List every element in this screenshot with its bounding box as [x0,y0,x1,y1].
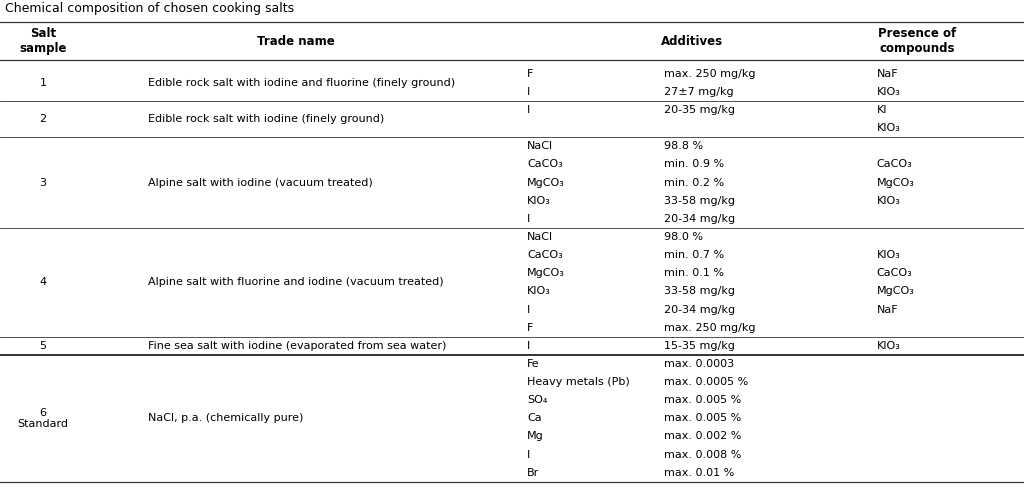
Text: NaCl: NaCl [527,141,554,151]
Text: Additives: Additives [660,34,723,48]
Text: min. 0.1 %: min. 0.1 % [664,268,724,278]
Text: I: I [527,105,530,115]
Text: max. 250 mg/kg: max. 250 mg/kg [664,69,755,79]
Text: I: I [527,450,530,460]
Text: Presence of
compounds: Presence of compounds [879,27,956,55]
Text: Trade name: Trade name [257,34,334,48]
Text: KIO₃: KIO₃ [877,87,900,97]
Text: 20-34 mg/kg: 20-34 mg/kg [664,214,734,224]
Text: Heavy metals (Pb): Heavy metals (Pb) [527,377,630,387]
Text: 27±7 mg/kg: 27±7 mg/kg [664,87,733,97]
Text: max. 0.008 %: max. 0.008 % [664,450,741,460]
Text: 98.0 %: 98.0 % [664,232,702,242]
Text: Edible rock salt with iodine and fluorine (finely ground): Edible rock salt with iodine and fluorin… [148,78,456,88]
Text: Edible rock salt with iodine (finely ground): Edible rock salt with iodine (finely gro… [148,114,385,124]
Text: KIO₃: KIO₃ [527,286,551,296]
Text: 20-34 mg/kg: 20-34 mg/kg [664,305,734,315]
Text: F: F [527,69,534,79]
Text: Alpine salt with iodine (vacuum treated): Alpine salt with iodine (vacuum treated) [148,177,373,187]
Text: min. 0.9 %: min. 0.9 % [664,160,724,169]
Text: Salt
sample: Salt sample [19,27,67,55]
Text: max. 0.01 %: max. 0.01 % [664,468,734,478]
Text: Fine sea salt with iodine (evaporated from sea water): Fine sea salt with iodine (evaporated fr… [148,341,446,351]
Text: F: F [527,323,534,332]
Text: CaCO₃: CaCO₃ [527,250,563,260]
Text: 1: 1 [40,78,46,88]
Text: max. 0.005 %: max. 0.005 % [664,395,740,405]
Text: 4: 4 [40,277,46,287]
Text: SO₄: SO₄ [527,395,548,405]
Text: CaCO₃: CaCO₃ [877,268,912,278]
Text: KI: KI [877,105,887,115]
Text: 2: 2 [40,114,46,124]
Text: 98.8 %: 98.8 % [664,141,702,151]
Text: KIO₃: KIO₃ [877,341,900,351]
Text: I: I [527,305,530,315]
Text: 3: 3 [40,177,46,187]
Text: NaCl: NaCl [527,232,554,242]
Text: I: I [527,214,530,224]
Text: max. 0.002 %: max. 0.002 % [664,431,741,441]
Text: KIO₃: KIO₃ [877,196,900,206]
Text: I: I [527,341,530,351]
Text: NaF: NaF [877,69,898,79]
Text: Mg: Mg [527,431,544,441]
Text: MgCO₃: MgCO₃ [877,286,914,296]
Text: Br: Br [527,468,540,478]
Text: Ca: Ca [527,414,542,423]
Text: Chemical composition of chosen cooking salts: Chemical composition of chosen cooking s… [5,2,294,15]
Text: 15-35 mg/kg: 15-35 mg/kg [664,341,734,351]
Text: 5: 5 [40,341,46,351]
Text: NaCl, p.a. (chemically pure): NaCl, p.a. (chemically pure) [148,414,304,423]
Text: NaF: NaF [877,305,898,315]
Text: CaCO₃: CaCO₃ [877,160,912,169]
Text: CaCO₃: CaCO₃ [527,160,563,169]
Text: max. 250 mg/kg: max. 250 mg/kg [664,323,755,332]
Text: MgCO₃: MgCO₃ [527,177,565,187]
Text: Alpine salt with fluorine and iodine (vacuum treated): Alpine salt with fluorine and iodine (va… [148,277,444,287]
Text: max. 0.005 %: max. 0.005 % [664,414,740,423]
Text: KIO₃: KIO₃ [877,123,900,133]
Text: min. 0.2 %: min. 0.2 % [664,177,724,187]
Text: MgCO₃: MgCO₃ [877,177,914,187]
Text: MgCO₃: MgCO₃ [527,268,565,278]
Text: KIO₃: KIO₃ [527,196,551,206]
Text: max. 0.0005 %: max. 0.0005 % [664,377,748,387]
Text: 33-58 mg/kg: 33-58 mg/kg [664,196,734,206]
Text: 33-58 mg/kg: 33-58 mg/kg [664,286,734,296]
Text: min. 0.7 %: min. 0.7 % [664,250,724,260]
Text: 6
Standard: 6 Standard [17,408,69,429]
Text: max. 0.0003: max. 0.0003 [664,359,733,369]
Text: Fe: Fe [527,359,540,369]
Text: 20-35 mg/kg: 20-35 mg/kg [664,105,734,115]
Text: KIO₃: KIO₃ [877,250,900,260]
Text: I: I [527,87,530,97]
